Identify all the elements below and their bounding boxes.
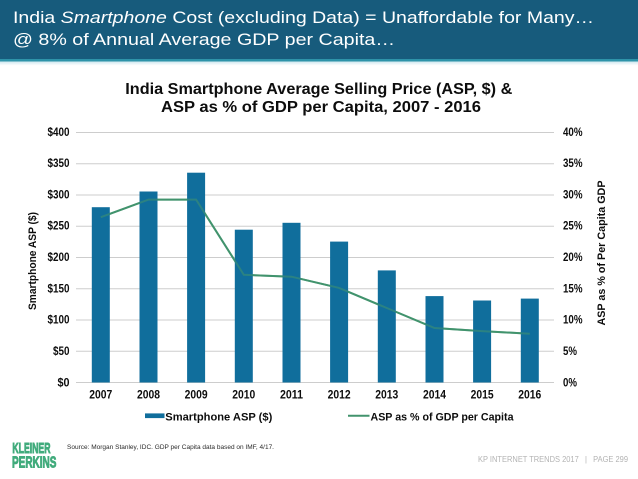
svg-text:$400: $400 xyxy=(48,125,70,139)
svg-text:2012: 2012 xyxy=(328,387,351,401)
svg-text:30%: 30% xyxy=(563,187,583,201)
svg-text:$350: $350 xyxy=(48,156,70,170)
svg-text:India Smartphone Cost (excludi: India Smartphone Cost (excluding Data) =… xyxy=(13,8,594,27)
svg-text:2007: 2007 xyxy=(89,387,112,401)
svg-text:$50: $50 xyxy=(53,344,70,358)
svg-text:15%: 15% xyxy=(563,281,583,295)
svg-text:40%: 40% xyxy=(563,125,583,139)
svg-text:2011: 2011 xyxy=(280,387,303,401)
svg-text:KP INTERNET TRENDS 2017 |: KP INTERNET TRENDS 2017 | PAGE 299 xyxy=(478,455,629,464)
svg-text:2009: 2009 xyxy=(185,387,208,401)
svg-text:$300: $300 xyxy=(48,187,70,201)
svg-text:ASP as % of Per Capita GDP: ASP as % of Per Capita GDP xyxy=(596,181,608,326)
svg-text:0%: 0% xyxy=(563,375,577,389)
svg-text:Source: Morgan Stanley, IDC. G: Source: Morgan Stanley, IDC. GDP per Cap… xyxy=(67,444,274,451)
svg-text:Smartphone ASP ($): Smartphone ASP ($) xyxy=(165,412,272,424)
svg-text:20%: 20% xyxy=(563,250,583,264)
svg-text:5%: 5% xyxy=(563,344,577,358)
svg-text:$150: $150 xyxy=(48,281,70,295)
svg-text:35%: 35% xyxy=(563,156,583,170)
svg-text:Smartphone ASP ($): Smartphone ASP ($) xyxy=(27,212,39,310)
svg-text:10%: 10% xyxy=(563,313,583,327)
svg-text:India Smartphone Average Selli: India Smartphone Average Selling Price (… xyxy=(125,81,512,98)
svg-text:25%: 25% xyxy=(563,219,583,233)
svg-text:PERKINS: PERKINS xyxy=(12,453,57,471)
svg-text:$0: $0 xyxy=(58,375,70,389)
svg-text:KLEINER: KLEINER xyxy=(12,440,50,457)
svg-text:@ 8% of Annual Average GDP per: @ 8% of Annual Average GDP per Capita… xyxy=(13,30,395,49)
svg-text:2014: 2014 xyxy=(423,387,446,401)
svg-text:2010: 2010 xyxy=(232,387,255,401)
svg-text:$200: $200 xyxy=(48,250,70,264)
svg-text:2015: 2015 xyxy=(471,387,494,401)
svg-text:$250: $250 xyxy=(48,219,70,233)
svg-text:2013: 2013 xyxy=(375,387,398,401)
svg-text:ASP as % of GDP per Capita, 20: ASP as % of GDP per Capita, 2007 - 2016 xyxy=(161,99,481,116)
svg-text:2008: 2008 xyxy=(137,387,160,401)
svg-text:$100: $100 xyxy=(48,313,70,327)
svg-text:ASP as % of GDP per Capita: ASP as % of GDP per Capita xyxy=(371,412,515,424)
svg-text:2016: 2016 xyxy=(518,387,541,401)
